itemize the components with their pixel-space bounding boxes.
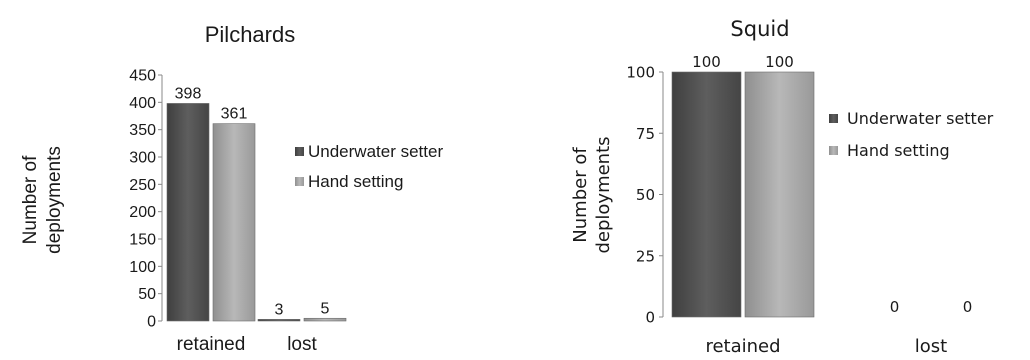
data-label: 398: [175, 85, 202, 102]
y-axis-label-line1: Number of: [570, 147, 591, 243]
x-tick-label-lost: lost: [915, 336, 947, 357]
y-tick-label: 25: [636, 247, 655, 265]
bar-underwater-setter-retained: [166, 103, 210, 322]
y-axis-label-line2: deployments: [593, 136, 614, 253]
legend-swatch-underwater-setter: [829, 114, 838, 123]
y-axis-label-line2: deployments: [44, 146, 65, 254]
legend-swatch-hand-setting: [829, 146, 838, 155]
y-tick-label: 100: [626, 64, 655, 82]
data-label: 3: [275, 301, 284, 318]
data-label: 5: [321, 300, 330, 317]
y-tick-label: 350: [129, 122, 156, 139]
bar-underwater-setter-lost: [257, 319, 301, 322]
y-tick-label: 150: [129, 232, 156, 249]
legend-item-hand-setting: Hand setting: [829, 141, 950, 160]
y-tick-label: 250: [129, 177, 156, 194]
chart-title: Squid: [730, 17, 789, 41]
data-label: 361: [221, 106, 248, 123]
bar-hand-setting-lost: [303, 317, 347, 322]
x-axis: retained lost: [177, 334, 318, 355]
bar-underwater-setter-retained: [671, 71, 742, 318]
y-axis: 0 50 100 150 200 250 300 350 400 450: [129, 68, 162, 331]
data-labels: 398 361 3 5: [175, 85, 330, 318]
y-tick-label: 450: [129, 68, 156, 85]
x-tick-label-retained: retained: [177, 334, 246, 355]
legend-item-underwater-setter: Underwater setter: [295, 142, 443, 161]
x-tick-label-lost: lost: [287, 334, 317, 355]
bar-hand-setting-retained: [744, 71, 815, 318]
bars: [671, 71, 815, 318]
legend-label-hand-setting: Hand setting: [847, 141, 950, 160]
data-label: 100: [692, 53, 721, 71]
legend-label-hand-setting: Hand setting: [308, 172, 403, 191]
y-axis: 0 25 50 75 100: [626, 64, 663, 327]
legend-label-underwater-setter: Underwater setter: [308, 142, 443, 161]
y-tick-label: 400: [129, 95, 156, 112]
y-axis-label: Number of deployments: [20, 146, 65, 254]
bar-hand-setting-retained: [212, 123, 256, 322]
y-axis-label: Number of deployments: [570, 136, 614, 253]
y-tick-label: 100: [129, 259, 156, 276]
x-axis: retained lost: [705, 336, 947, 357]
y-tick-label: 0: [645, 309, 655, 327]
data-label: 0: [890, 298, 900, 316]
pilchards-chart: Pilchards Number of deployments 0 50 100 15…: [20, 22, 443, 355]
bars: [166, 103, 347, 322]
data-labels: 100 100 0 0: [692, 53, 972, 316]
data-label: 0: [963, 298, 973, 316]
legend-label-underwater-setter: Underwater setter: [847, 109, 994, 128]
y-tick-label: 50: [138, 286, 156, 303]
legend-swatch-hand-setting: [295, 177, 304, 186]
y-tick-label: 200: [129, 204, 156, 221]
y-axis-label-line1: Number of: [20, 155, 41, 244]
legend: Underwater setter Hand setting: [295, 142, 443, 191]
y-tick-label: 300: [129, 150, 156, 167]
legend-item-underwater-setter: Underwater setter: [829, 109, 994, 128]
legend-swatch-underwater-setter: [295, 147, 304, 156]
chart-title: Pilchards: [205, 22, 295, 47]
y-tick-label: 75: [636, 125, 655, 143]
y-tick-label: 0: [147, 314, 156, 331]
data-label: 100: [765, 53, 794, 71]
squid-chart: Squid Number of deployments 0 25 50 75 100 1…: [570, 17, 994, 357]
legend-item-hand-setting: Hand setting: [295, 172, 403, 191]
y-tick-label: 50: [636, 186, 655, 204]
legend: Underwater setter Hand setting: [829, 109, 994, 160]
x-tick-label-retained: retained: [705, 336, 780, 357]
